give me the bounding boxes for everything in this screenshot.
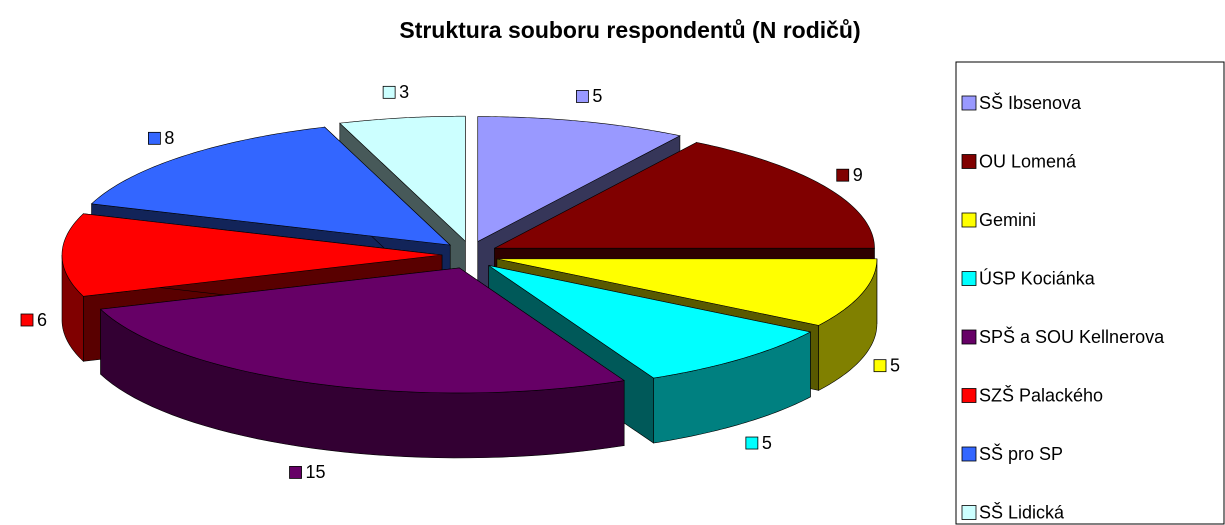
legend-label: SZŠ Palackého bbox=[979, 384, 1103, 405]
legend-key bbox=[961, 388, 977, 403]
value-label: 5 bbox=[890, 355, 900, 375]
legend-label: SŠ Ibsenova bbox=[979, 92, 1082, 113]
legend-key bbox=[961, 154, 977, 169]
label-key bbox=[873, 359, 887, 373]
legend-label: OU Lomená bbox=[979, 151, 1077, 171]
legend-label: SPŠ a SOU Kellnerova bbox=[979, 326, 1165, 347]
slice-top bbox=[90, 126, 452, 246]
legend-label: SŠ pro SP bbox=[979, 443, 1063, 464]
value-label: 15 bbox=[306, 462, 326, 482]
legend-label: ÚSP Kociánka bbox=[979, 267, 1096, 288]
chart-title: Struktura souboru respondentů (N rodičů) bbox=[399, 17, 860, 43]
label-key bbox=[576, 90, 589, 103]
label-key bbox=[745, 436, 759, 450]
legend-key bbox=[961, 329, 977, 345]
value-label: 5 bbox=[592, 86, 602, 106]
slice bbox=[99, 267, 625, 459]
slice-top bbox=[477, 116, 681, 243]
legend-key bbox=[961, 212, 977, 228]
label-key bbox=[836, 168, 850, 182]
legend-label: SŠ Lidická bbox=[979, 501, 1065, 522]
slice-top bbox=[496, 258, 878, 326]
label-key bbox=[382, 85, 396, 99]
value-label: 5 bbox=[762, 433, 772, 453]
legend-key bbox=[961, 95, 977, 111]
legend-key bbox=[961, 271, 977, 286]
value-label: 9 bbox=[853, 165, 863, 185]
legend-box bbox=[955, 61, 1225, 525]
slice-top bbox=[99, 267, 625, 394]
value-label: 6 bbox=[37, 310, 47, 330]
legend-key bbox=[961, 446, 977, 462]
legend-key bbox=[961, 505, 977, 520]
value-label: 3 bbox=[399, 82, 409, 102]
label-key bbox=[20, 313, 34, 327]
legend-label: Gemini bbox=[979, 210, 1036, 230]
slice-top bbox=[494, 142, 875, 249]
slice-top bbox=[488, 265, 812, 379]
label-key bbox=[148, 131, 161, 145]
value-label: 8 bbox=[164, 128, 174, 148]
label-key bbox=[289, 466, 302, 479]
slice-top bbox=[61, 213, 443, 297]
slice-top bbox=[339, 115, 466, 242]
